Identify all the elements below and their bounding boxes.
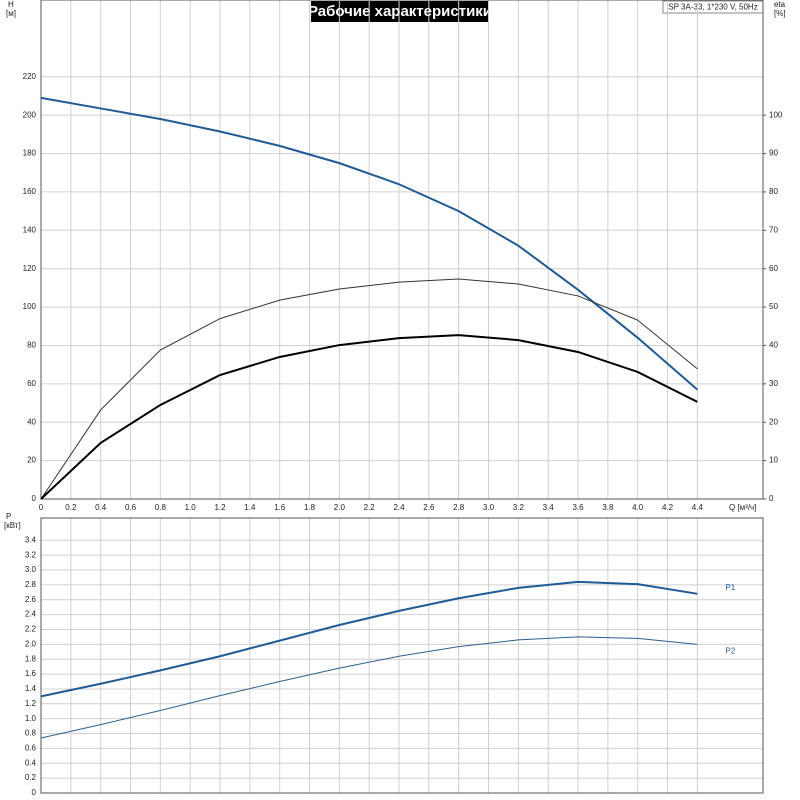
y2-tick-label: 50	[769, 302, 778, 311]
x-tick-label: 2.8	[453, 503, 465, 512]
x-tick-label: 0.8	[155, 503, 167, 512]
plot-frame	[40, 0, 764, 500]
y2-tick-label: 80	[769, 187, 778, 196]
y2-tick-label: 40	[769, 341, 778, 350]
y-tick-label: 0.2	[25, 773, 37, 782]
y-tick-label: 3.2	[25, 550, 37, 559]
y2-axis-label: eta	[774, 0, 786, 9]
y-axis-label: H	[8, 0, 14, 9]
chart-title: Рабочие характеристики	[308, 3, 492, 20]
x-tick-label: 1.2	[214, 503, 226, 512]
y-tick-label: 2.6	[25, 595, 37, 604]
y-tick-label: 2.0	[25, 639, 37, 648]
x-tick-label: 0.4	[95, 503, 107, 512]
series-line	[40, 334, 698, 500]
y-tick-label: 0.6	[25, 744, 37, 753]
y-tick-label: 1.0	[25, 714, 37, 723]
y-tick-label: 60	[27, 379, 36, 388]
series-line	[40, 580, 698, 698]
y-tick-label: 1.4	[25, 684, 37, 693]
y-tick-label: 140	[23, 225, 37, 234]
y2-tick-label: 70	[769, 225, 778, 234]
y2-tick-label: 30	[769, 379, 778, 388]
y-axis-unit: [кВт]	[4, 521, 21, 530]
y2-tick-label: 0	[769, 494, 774, 503]
x-tick-label: 3.2	[513, 503, 525, 512]
x-tick-label: 2.6	[423, 503, 435, 512]
y-tick-label: 0.4	[25, 758, 37, 767]
y2-axis-unit: [%]	[774, 9, 786, 18]
x-tick-label: 0.2	[65, 503, 77, 512]
series-line	[40, 278, 698, 500]
y-tick-label: 2.8	[25, 580, 37, 589]
y-tick-label: 2.4	[25, 610, 37, 619]
y2-tick-label: 60	[769, 264, 778, 273]
x-tick-label: 1.6	[274, 503, 286, 512]
x-tick-label: 0.6	[125, 503, 137, 512]
y-tick-label: 180	[23, 149, 37, 158]
x-axis-label: Q [м³/ч]	[729, 503, 756, 512]
x-tick-label: 4.0	[632, 503, 644, 512]
y-tick-label: 2.2	[25, 625, 37, 634]
series-label: P1	[725, 583, 735, 592]
y-tick-label: 120	[23, 264, 37, 273]
plot-frame	[40, 517, 764, 794]
series-line	[40, 636, 698, 739]
title-box	[311, 1, 489, 22]
x-tick-label: 2.4	[393, 503, 405, 512]
y-tick-label: 40	[27, 417, 36, 426]
x-tick-label: 2.2	[364, 503, 376, 512]
y-axis-label: P	[6, 512, 11, 521]
x-tick-label: 3.0	[483, 503, 495, 512]
y-tick-label: 80	[27, 341, 36, 350]
model-label: SP 3A-33, 1*230 V, 50Hz	[668, 3, 757, 12]
y-tick-label: 1.8	[25, 654, 37, 663]
y2-tick-label: 10	[769, 456, 778, 465]
y-tick-label: 100	[23, 302, 37, 311]
y-tick-label: 3.0	[25, 565, 37, 574]
y-tick-label: 20	[27, 456, 36, 465]
series-line	[40, 96, 699, 391]
y2-tick-label: 20	[769, 417, 778, 426]
y-tick-label: 160	[23, 187, 37, 196]
y-tick-label: 0	[32, 494, 37, 503]
x-tick-label: 1.4	[244, 503, 256, 512]
y-tick-label: 3.4	[25, 535, 37, 544]
y-axis-unit: [м]	[6, 9, 16, 18]
x-tick-label: 4.4	[692, 503, 704, 512]
x-tick-label: 0	[39, 503, 44, 512]
y-tick-label: 1.2	[25, 699, 37, 708]
y-tick-label: 200	[23, 110, 37, 119]
x-tick-label: 3.6	[572, 503, 584, 512]
y-tick-label: 0	[32, 788, 37, 797]
x-tick-label: 3.8	[602, 503, 614, 512]
x-tick-label: 2.0	[334, 503, 346, 512]
y2-tick-label: 90	[769, 149, 778, 158]
y2-tick-label: 100	[769, 110, 783, 119]
y-tick-label: 1.6	[25, 669, 37, 678]
x-tick-label: 1.0	[185, 503, 197, 512]
y-tick-label: 0.8	[25, 729, 37, 738]
x-tick-label: 4.2	[662, 503, 674, 512]
series-label: P2	[725, 646, 735, 655]
y-tick-label: 220	[23, 72, 37, 81]
x-tick-label: 3.4	[543, 503, 555, 512]
x-tick-label: 1.8	[304, 503, 316, 512]
